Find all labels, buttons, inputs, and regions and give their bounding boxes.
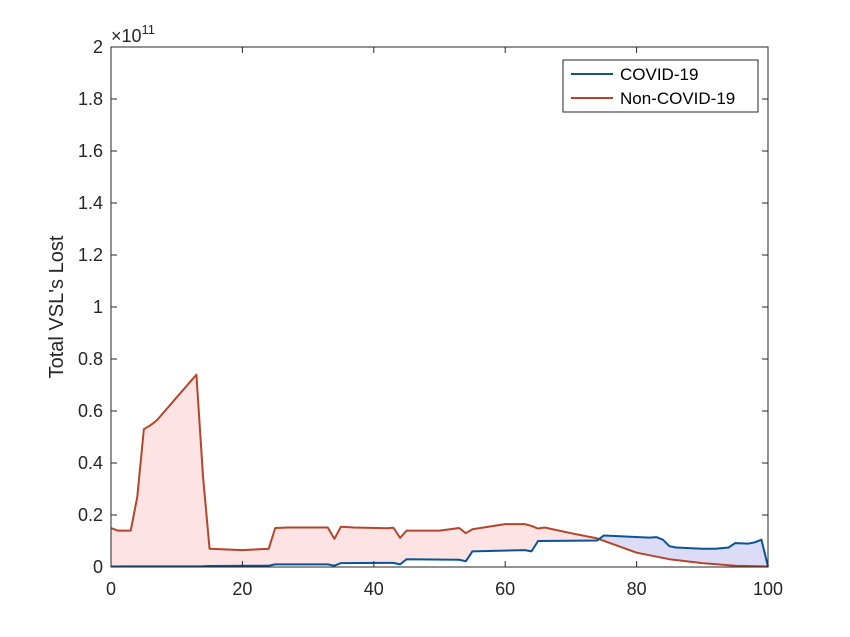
series-line-covid-19 [110, 534, 769, 568]
y-tick-label: 1.8 [78, 89, 103, 109]
legend-label: Non-COVID-19 [620, 89, 735, 108]
area-fills [111, 374, 768, 567]
y-tick-label: 1.6 [78, 141, 103, 161]
non-covid-excess-fill [111, 374, 768, 567]
y-tick-label: 0.4 [78, 453, 103, 473]
series-lines [110, 373, 769, 568]
legend-label: COVID-19 [620, 65, 698, 84]
y-tick-label: 1.2 [78, 245, 103, 265]
y-tick-label: 1.4 [78, 193, 103, 213]
y-tick-label: 0 [93, 557, 103, 577]
x-tick-label: 40 [364, 579, 384, 599]
y-tick-label: 0.2 [78, 505, 103, 525]
legend: COVID-19 Non-COVID-19 [562, 59, 759, 113]
y-axis-label: Total VSL's Lost [46, 235, 68, 378]
x-tick-label: 60 [495, 579, 515, 599]
y-tick-label: 2 [93, 37, 103, 57]
y-axis-exponent: ×1011 [111, 22, 155, 46]
y-tick-label: 0.6 [78, 401, 103, 421]
legend-box [562, 59, 759, 113]
y-tick-label: 0.8 [78, 349, 103, 369]
x-axis: 0 20 40 60 80 100 [106, 47, 783, 599]
x-tick-label: 80 [627, 579, 647, 599]
x-tick-label: 100 [753, 579, 783, 599]
x-tick-label: 20 [232, 579, 252, 599]
series-line-non-covid-19 [110, 373, 769, 568]
x-tick-label: 0 [106, 579, 116, 599]
y-axis: 0 0.2 0.4 0.6 0.8 1 1.2 1.4 1.6 1.8 2 [78, 37, 768, 577]
y-tick-label: 1 [93, 297, 103, 317]
